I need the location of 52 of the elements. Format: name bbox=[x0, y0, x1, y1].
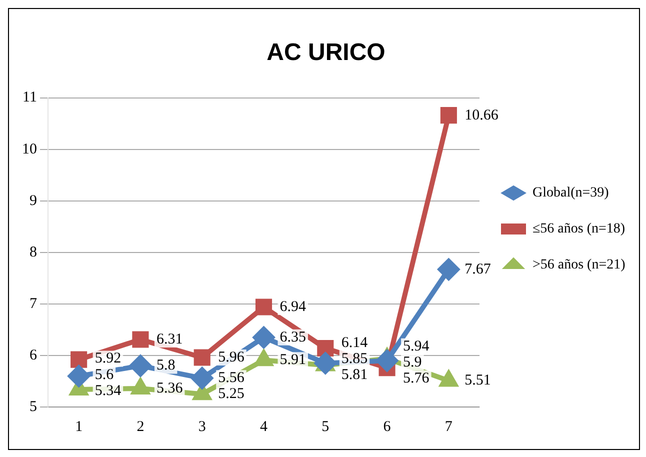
data-label: 5.8 bbox=[156, 358, 176, 374]
data-label: 5.36 bbox=[156, 380, 184, 396]
point bbox=[194, 349, 210, 366]
point bbox=[128, 354, 152, 378]
point bbox=[67, 364, 90, 388]
point bbox=[252, 326, 276, 349]
point bbox=[255, 298, 272, 316]
data-label: 7.67 bbox=[464, 261, 492, 278]
legend-label: Global(n=39) bbox=[532, 186, 610, 201]
point bbox=[376, 349, 399, 372]
y-tick-label: 10 bbox=[22, 141, 37, 158]
y-tick-label: 5 bbox=[30, 398, 37, 415]
data-label: 6.14 bbox=[341, 334, 368, 351]
data-label: 5.6 bbox=[94, 367, 114, 384]
point bbox=[190, 366, 214, 390]
data-label: 5.85 bbox=[341, 350, 368, 367]
point bbox=[70, 351, 88, 368]
x-tick-label: 6 bbox=[383, 418, 392, 435]
data-label: 10.66 bbox=[464, 107, 499, 124]
data-label: 5.51 bbox=[464, 372, 491, 389]
data-label: 5.91 bbox=[280, 352, 306, 368]
data-label: 5.34 bbox=[94, 383, 122, 400]
data-label: 5.92 bbox=[94, 350, 122, 367]
point bbox=[132, 331, 149, 348]
legend-label: ≤56 años (n=18) bbox=[532, 222, 626, 237]
data-label: 6.94 bbox=[280, 298, 306, 315]
data-label: 5.96 bbox=[218, 349, 245, 366]
point bbox=[437, 258, 460, 281]
data-label: 5.94 bbox=[403, 338, 430, 354]
data-label: 5.81 bbox=[341, 366, 368, 383]
point bbox=[314, 352, 337, 375]
data-label: 6.31 bbox=[156, 331, 183, 348]
x-tick-label: 4 bbox=[260, 418, 268, 435]
y-tick-label: 11 bbox=[22, 90, 37, 106]
legend-label: >56 años (n=21) bbox=[532, 258, 626, 273]
y-tick-label: 7 bbox=[30, 296, 38, 312]
point bbox=[440, 107, 457, 124]
y-tick-label: 9 bbox=[30, 192, 37, 209]
x-tick-label: 5 bbox=[322, 418, 330, 435]
data-label: 5.56 bbox=[218, 370, 245, 386]
x-tick-label: 1 bbox=[75, 418, 83, 435]
x-tick-label: 3 bbox=[198, 418, 206, 435]
data-label: 5.25 bbox=[218, 386, 244, 402]
y-tick-label: 8 bbox=[30, 244, 37, 260]
chart-title: AC URICO bbox=[266, 39, 386, 66]
point bbox=[317, 340, 334, 357]
data-label: 5.9 bbox=[403, 354, 422, 370]
data-label: 6.35 bbox=[280, 329, 306, 346]
x-tick-label: 7 bbox=[444, 418, 453, 435]
y-tick-label: 6 bbox=[30, 347, 38, 364]
x-tick-label: 2 bbox=[136, 418, 144, 435]
data-label: 5.76 bbox=[403, 370, 430, 386]
